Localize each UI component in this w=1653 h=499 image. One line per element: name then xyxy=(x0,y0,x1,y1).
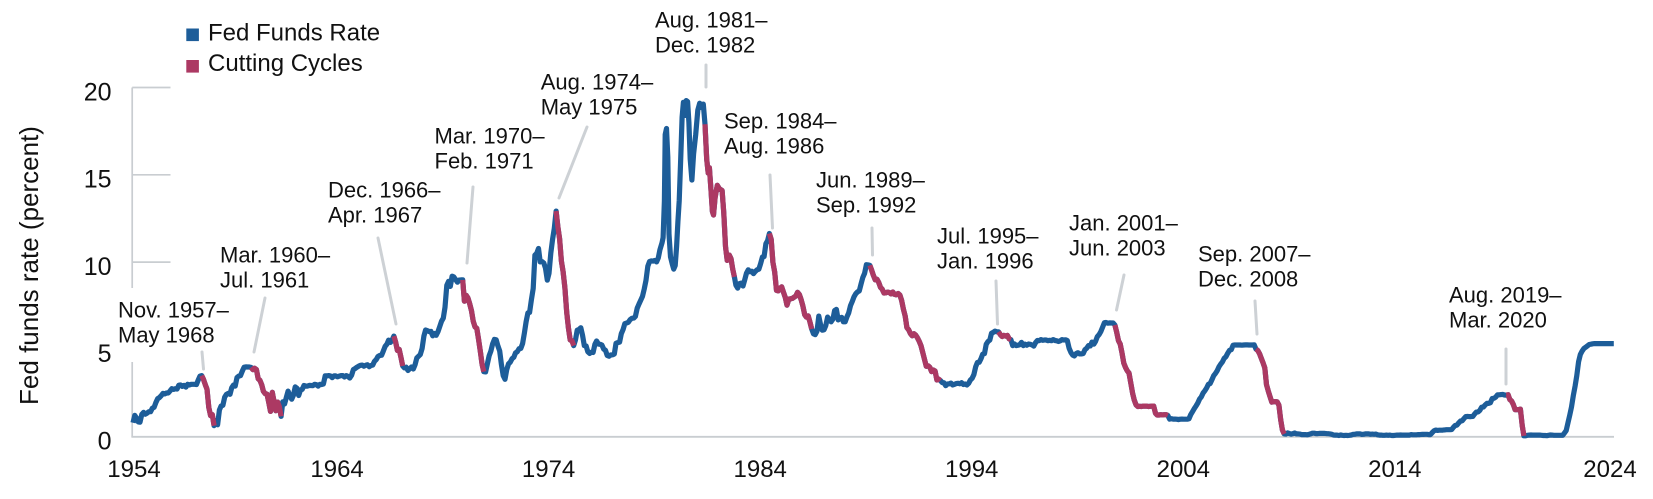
svg-text:Mar. 2020: Mar. 2020 xyxy=(1449,308,1547,333)
svg-text:Feb. 1971: Feb. 1971 xyxy=(435,149,534,174)
svg-text:Cutting Cycles: Cutting Cycles xyxy=(208,50,363,77)
svg-text:Dec. 1982: Dec. 1982 xyxy=(655,33,755,58)
svg-text:1984: 1984 xyxy=(734,456,787,483)
svg-text:Jul. 1961: Jul. 1961 xyxy=(220,268,309,293)
svg-text:2014: 2014 xyxy=(1368,456,1421,483)
svg-text:Jun. 2003: Jun. 2003 xyxy=(1069,236,1166,261)
svg-text:Nov. 1957–: Nov. 1957– xyxy=(118,298,230,323)
svg-text:20: 20 xyxy=(84,78,112,106)
svg-text:Aug. 1974–: Aug. 1974– xyxy=(541,70,654,95)
svg-text:Fed Funds Rate: Fed Funds Rate xyxy=(208,19,380,46)
svg-text:15: 15 xyxy=(84,166,112,194)
svg-text:Jul. 1995–: Jul. 1995– xyxy=(937,224,1039,249)
svg-text:1954: 1954 xyxy=(107,456,160,483)
svg-text:Jun. 1989–: Jun. 1989– xyxy=(816,168,926,193)
svg-text:2004: 2004 xyxy=(1157,456,1210,483)
svg-text:5: 5 xyxy=(98,340,112,368)
svg-text:May 1975: May 1975 xyxy=(541,95,638,120)
svg-text:Aug. 1981–: Aug. 1981– xyxy=(655,8,768,33)
svg-text:Sep. 2007–: Sep. 2007– xyxy=(1198,242,1311,267)
svg-text:1964: 1964 xyxy=(310,456,363,483)
svg-text:Sep. 1992: Sep. 1992 xyxy=(816,193,916,218)
svg-text:Sep. 1984–: Sep. 1984– xyxy=(724,109,837,134)
svg-text:1994: 1994 xyxy=(945,456,998,483)
svg-text:1974: 1974 xyxy=(522,456,575,483)
svg-text:Dec. 2008: Dec. 2008 xyxy=(1198,267,1298,292)
svg-text:Mar. 1960–: Mar. 1960– xyxy=(220,243,331,268)
svg-text:Aug. 2019–: Aug. 2019– xyxy=(1449,283,1562,308)
svg-text:Mar. 1970–: Mar. 1970– xyxy=(435,124,546,149)
svg-text:Fed funds rate (percent): Fed funds rate (percent) xyxy=(14,126,44,405)
svg-text:Jan. 2001–: Jan. 2001– xyxy=(1069,211,1179,236)
svg-text:Dec. 1966–: Dec. 1966– xyxy=(328,178,441,203)
svg-text:10: 10 xyxy=(84,253,112,281)
svg-text:Aug. 1986: Aug. 1986 xyxy=(724,134,824,159)
svg-text:2024: 2024 xyxy=(1583,456,1636,483)
svg-text:0: 0 xyxy=(98,428,112,456)
svg-text:Jan. 1996: Jan. 1996 xyxy=(937,249,1034,274)
svg-text:May 1968: May 1968 xyxy=(118,323,215,348)
svg-text:Apr. 1967: Apr. 1967 xyxy=(328,203,422,228)
